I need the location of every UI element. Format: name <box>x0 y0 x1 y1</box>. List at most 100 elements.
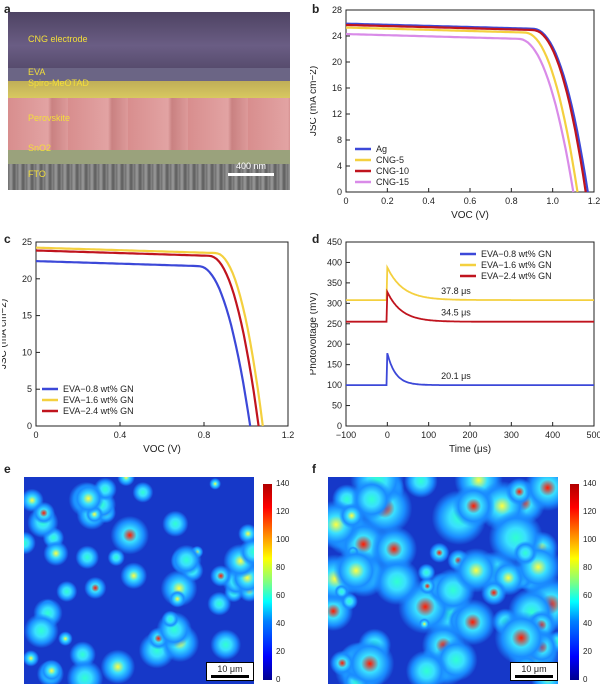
series-line <box>346 352 594 386</box>
legend-label: EVA−1.6 wt% GN <box>63 395 134 405</box>
x-tick-label: 0.8 <box>198 430 211 440</box>
x-tick-label: 0.4 <box>422 196 435 206</box>
series-line <box>345 32 575 193</box>
layer-eva <box>8 68 290 81</box>
y-tick-label: 0 <box>337 421 342 431</box>
x-tick-label: 0.4 <box>114 430 127 440</box>
label-eva: EVA <box>28 67 46 77</box>
y-tick-label: 300 <box>327 298 342 308</box>
colorbar-tick-label: 0 <box>276 675 281 684</box>
x-tick-label: 400 <box>545 430 560 440</box>
heatmap-f-scale: 10 μm <box>510 662 558 681</box>
x-tick-label: 0 <box>33 430 38 440</box>
y-tick-label: 20 <box>332 57 342 67</box>
y-tick-label: 20 <box>22 274 32 284</box>
y-axis-label: JSC (mA cm−2) <box>2 299 9 369</box>
series-line <box>346 288 594 323</box>
sem-cross-section: CNG electrode EVA Spiro-MeOTAD Perovskit… <box>8 12 290 190</box>
x-tick-label: 500 <box>586 430 600 440</box>
panel-letter-a: a <box>4 2 11 16</box>
x-tick-label: 0.6 <box>464 196 477 206</box>
colorbar-tick-label: 20 <box>583 647 592 656</box>
colorbar-tick-label: 120 <box>276 507 290 516</box>
y-tick-label: 8 <box>337 135 342 145</box>
colorbar-tick-label: 40 <box>276 619 285 628</box>
label-cng-electrode: CNG electrode <box>28 34 88 44</box>
panel-letter-b: b <box>312 2 320 16</box>
series-line <box>35 249 260 427</box>
colorbar-tick-label: 40 <box>583 619 592 628</box>
legend-label: EVA−0.8 wt% GN <box>63 384 134 394</box>
x-tick-label: 1.2 <box>282 430 295 440</box>
layer-sno2 <box>8 150 290 164</box>
x-tick-label: 0 <box>385 430 390 440</box>
chart-c: 0 0.4 0.8 1.2 0 5 10 15 20 25 VOC (V) JSC (mA cm−2)… <box>2 237 295 455</box>
label-sno2: SnO2 <box>28 143 52 153</box>
legend-label: EVA−2.4 wt% GN <box>63 406 134 416</box>
y-tick-label: 4 <box>337 161 342 171</box>
y-tick-label: 28 <box>332 5 342 15</box>
plot-frame <box>35 241 289 427</box>
series-line <box>346 22 589 193</box>
legend-label: CNG-15 <box>376 177 409 187</box>
legend-label: CNG-5 <box>376 155 404 165</box>
x-axis-label: VOC (V) <box>451 210 489 221</box>
sem-scale-bar: 400 nm <box>228 161 274 176</box>
layer-spiro <box>8 81 290 98</box>
colorbar-tick-label: 60 <box>276 591 285 600</box>
colorbar-tick-label: 60 <box>583 591 592 600</box>
panel-letter-f: f <box>312 462 316 476</box>
series-line <box>346 23 587 193</box>
y-tick-label: 5 <box>27 384 32 394</box>
sem-scale-label: 400 nm <box>235 161 267 171</box>
y-tick-label: 15 <box>22 311 32 321</box>
label-spiro: Spiro-MeOTAD <box>28 78 89 88</box>
colorbar-e <box>263 484 272 680</box>
legend-label: CNG-10 <box>376 166 409 176</box>
panel-letter-d: d <box>312 232 320 246</box>
panel-letter-c: c <box>4 232 11 246</box>
layer-perovskite <box>8 98 290 150</box>
lifetime-annotation: 34.5 μs <box>441 308 471 318</box>
heatmap-f <box>328 477 558 684</box>
series-line <box>35 260 252 427</box>
label-fto: FTO <box>28 169 46 179</box>
colorbar-tick-label: 80 <box>276 563 285 572</box>
heatmap-f-scale-label: 10 μm <box>521 664 547 674</box>
x-tick-label: 0.2 <box>381 196 394 206</box>
y-tick-label: 24 <box>332 31 342 41</box>
y-tick-label: 450 <box>327 237 342 247</box>
layer-fto <box>8 164 290 190</box>
legend-label: EVA−2.4 wt% GN <box>481 271 552 281</box>
y-tick-label: 200 <box>327 339 342 349</box>
colorbar-tick-label: 140 <box>583 479 597 488</box>
y-tick-label: 150 <box>327 360 342 370</box>
layer-cng <box>8 12 290 68</box>
lifetime-annotation: 20.1 μs <box>441 371 471 381</box>
colorbar-tick-label: 0 <box>583 675 588 684</box>
panel-letter-e: e <box>4 462 11 476</box>
x-tick-label: 0 <box>343 196 348 206</box>
heatmap-e-scale-label: 10 μm <box>217 664 243 674</box>
label-perovskite: Perovskite <box>28 113 71 123</box>
chart-b: 0 0.2 0.4 0.6 0.8 1.0 1.2 0 4 8 12 16 20 24 28 VOC (V) J… <box>310 5 600 221</box>
x-axis-label: Time (μs) <box>449 444 491 455</box>
x-tick-label: 200 <box>462 430 477 440</box>
series-line <box>346 264 594 301</box>
y-axis-label: Photovoltage (mV) <box>310 293 319 376</box>
y-tick-label: 10 <box>22 347 32 357</box>
y-axis-label: JSC (mA cm−2) <box>310 66 319 136</box>
x-tick-label: 1.2 <box>588 196 600 206</box>
chart-d: −100 0 100 200 300 400 50005010015020025030035… <box>310 237 600 455</box>
heatmap-e <box>24 477 254 684</box>
y-tick-label: 12 <box>332 109 342 119</box>
y-tick-label: 400 <box>327 257 342 267</box>
legend-label: EVA−0.8 wt% GN <box>481 249 552 259</box>
y-tick-label: 0 <box>27 421 32 431</box>
x-tick-label: 100 <box>421 430 436 440</box>
y-tick-label: 350 <box>327 278 342 288</box>
colorbar-tick-label: 80 <box>583 563 592 572</box>
x-tick-label: 0.8 <box>505 196 518 206</box>
colorbar-tick-label: 100 <box>276 535 290 544</box>
colorbar-tick-label: 20 <box>276 647 285 656</box>
